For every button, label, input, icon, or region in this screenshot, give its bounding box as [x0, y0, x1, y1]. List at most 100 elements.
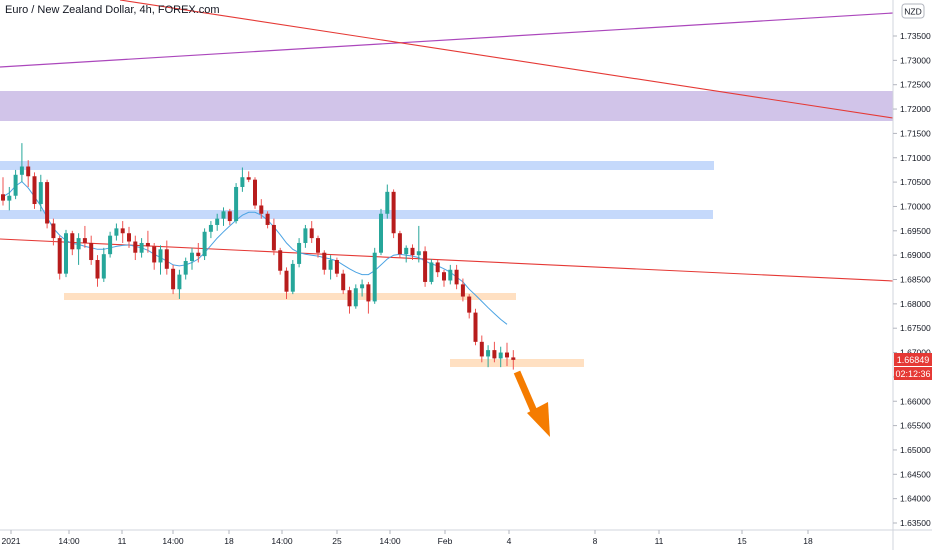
candle-body	[297, 242, 302, 264]
candle	[290, 260, 295, 295]
price-tick-label: 1.65000	[900, 445, 931, 455]
candle-body	[127, 233, 131, 242]
candle-body	[26, 166, 31, 177]
candle	[498, 346, 503, 368]
candle-body	[196, 252, 201, 257]
candle	[316, 235, 320, 258]
candle-body	[353, 288, 358, 307]
candle-body	[278, 250, 283, 271]
currency-badge[interactable]: NZD	[901, 3, 925, 19]
candle	[240, 167, 245, 192]
candle	[416, 225, 421, 263]
candle-body	[309, 228, 314, 239]
candle-body	[240, 177, 245, 187]
price-tick-label: 1.70500	[900, 177, 931, 187]
candle	[379, 208, 383, 256]
candle-body	[505, 352, 509, 358]
candle-body	[208, 224, 213, 232]
candle	[190, 247, 194, 270]
candle	[246, 171, 251, 183]
candle	[152, 242, 157, 270]
price-tick-label: 1.68500	[900, 275, 931, 285]
candle-body	[473, 312, 478, 342]
time-tick-label: 4	[507, 536, 512, 546]
candle	[391, 189, 396, 239]
candle-body	[57, 238, 62, 274]
candle	[7, 186, 12, 211]
candle-body	[32, 176, 37, 205]
candle	[196, 242, 201, 263]
currency-badge-label: NZD	[904, 7, 921, 17]
time-tick-label: 14:00	[379, 536, 401, 546]
price-tick-label: 1.71000	[900, 153, 931, 163]
chart-title: Euro / New Zealand Dollar, 4h, FOREX.com	[5, 4, 220, 16]
trendline-red-upper[interactable]	[119, 0, 894, 119]
candle	[328, 255, 333, 280]
resistance-zone-blue-upper	[0, 161, 714, 170]
candle	[309, 221, 314, 243]
last-price-box	[894, 353, 932, 366]
candle-body	[145, 242, 150, 247]
candle	[108, 231, 113, 258]
candle	[297, 238, 302, 268]
candle	[404, 245, 409, 263]
candle	[322, 250, 327, 275]
candle-body	[234, 186, 239, 222]
candle	[19, 143, 24, 183]
candle-body	[76, 238, 81, 250]
candle	[177, 269, 182, 299]
candle	[284, 267, 289, 299]
countdown-box	[894, 367, 932, 380]
candles	[1, 143, 516, 370]
price-tick-label: 1.64500	[900, 469, 931, 479]
candle-body	[38, 182, 43, 205]
resistance-zone-blue-lower	[0, 210, 713, 219]
resistance-zone-purple	[0, 91, 893, 121]
candle-body	[410, 247, 415, 256]
candle-body	[164, 249, 169, 269]
candle-body	[498, 352, 503, 359]
candle-body	[253, 179, 257, 206]
candle-body	[366, 284, 371, 302]
candle	[259, 199, 264, 219]
price-tick-label: 1.73000	[900, 55, 931, 65]
last-price-text: 1.66849	[897, 355, 930, 365]
candle	[158, 245, 163, 275]
time-axis[interactable]: 2021 14:00 11 14:00 18 14:00 25 14:00 Feb 4 8 11 15 1…	[2, 530, 813, 546]
candle-body	[341, 273, 346, 291]
candle-body	[435, 262, 440, 273]
candle	[95, 255, 100, 287]
price-tick-label: 1.71500	[900, 128, 931, 138]
trendline-purple[interactable]	[0, 12, 894, 68]
candle-body	[404, 247, 409, 255]
candle-body	[19, 166, 24, 175]
candle	[334, 257, 339, 278]
support-zone-orange-lower	[450, 359, 584, 367]
time-tick-label: 14:00	[271, 536, 293, 546]
candle	[215, 213, 220, 231]
candle	[26, 160, 31, 187]
candle	[133, 235, 138, 261]
candle	[479, 335, 484, 363]
candle	[202, 228, 207, 261]
price-tick-label: 1.70000	[900, 201, 931, 211]
last-price-label: 1.66849	[894, 353, 932, 366]
time-tick-label: 8	[593, 536, 598, 546]
time-tick-label: 11	[655, 536, 664, 546]
candle-body	[416, 251, 421, 256]
candle	[435, 260, 440, 278]
candle	[423, 246, 428, 287]
candle	[89, 235, 94, 265]
currency-badge-box	[901, 3, 925, 19]
candle	[64, 229, 68, 278]
candle	[467, 294, 472, 319]
candle	[164, 240, 169, 275]
candle	[51, 218, 56, 246]
candle	[442, 269, 446, 287]
time-tick-label: 15	[737, 536, 747, 546]
candle	[70, 230, 75, 256]
candle-body	[101, 254, 106, 279]
candle	[221, 207, 226, 226]
